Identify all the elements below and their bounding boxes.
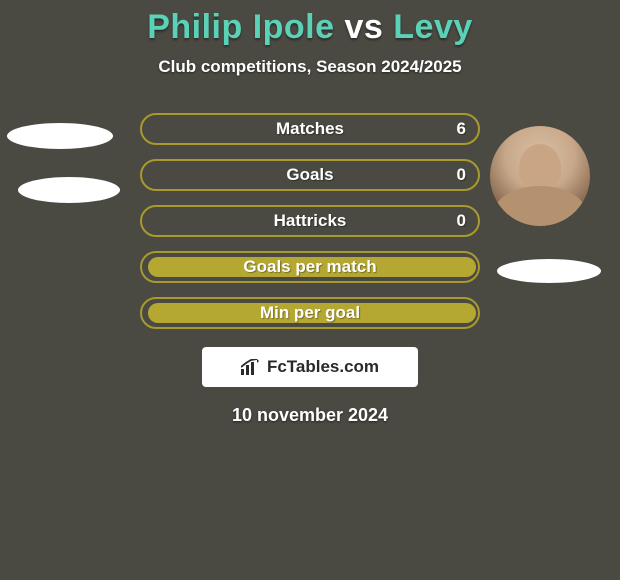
stat-row-value: 0 [457, 165, 466, 185]
right-placeholder-1 [497, 259, 601, 283]
title-player2: Levy [393, 8, 473, 46]
infographic-content: Philip Ipole vs Levy Club competitions, … [0, 0, 620, 580]
stat-row-value: 6 [457, 119, 466, 139]
stat-row: Goals per match [140, 251, 480, 283]
stat-row: Matches 6 [140, 113, 480, 145]
title-player1: Philip Ipole [147, 8, 334, 46]
title-vs: vs [345, 8, 384, 46]
stat-row-label: Matches [276, 119, 344, 139]
page-title: Philip Ipole vs Levy [0, 0, 620, 47]
stat-row: Goals 0 [140, 159, 480, 191]
stat-row: Min per goal [140, 297, 480, 329]
stat-row-label: Goals per match [243, 257, 376, 277]
stat-row-label: Goals [286, 165, 333, 185]
date-label: 10 november 2024 [0, 405, 620, 426]
left-placeholder-1 [7, 123, 113, 149]
brand-text: FcTables.com [267, 357, 379, 377]
subtitle: Club competitions, Season 2024/2025 [0, 57, 620, 77]
chart-icon [241, 359, 261, 375]
stat-row-label: Min per goal [260, 303, 360, 323]
avatar [490, 126, 590, 226]
left-placeholder-2 [18, 177, 120, 203]
brand-box: FcTables.com [202, 347, 418, 387]
stat-row-value: 0 [457, 211, 466, 231]
stat-row: Hattricks 0 [140, 205, 480, 237]
stat-row-label: Hattricks [274, 211, 347, 231]
